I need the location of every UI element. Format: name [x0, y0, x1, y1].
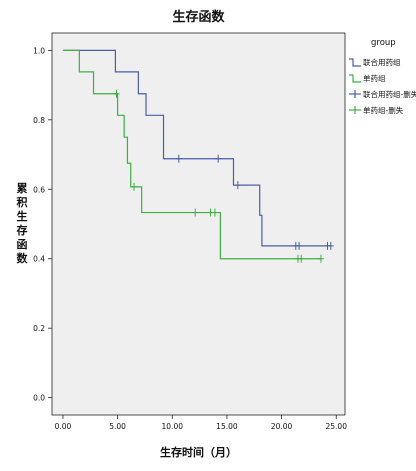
legend-entry: 单药组 [349, 73, 386, 83]
y-tick-label: 1.0 [33, 46, 45, 55]
legend-swatch [349, 58, 361, 67]
y-tick-label: 0.2 [33, 324, 45, 333]
series-layer [62, 49, 334, 263]
y-axis-label-char: 数 [17, 251, 29, 265]
plot-area [51, 32, 346, 416]
legend-label: 单药组-删失 [363, 105, 404, 115]
series-line [62, 49, 321, 260]
legend-swatch [349, 74, 361, 83]
legend-entry: 联合用药组 [349, 57, 401, 67]
x-tick-label: 5.00 [109, 422, 126, 431]
x-tick-label: 20.00 [271, 422, 293, 431]
legend-entry: 联合用药组-删失 [349, 89, 416, 99]
legend-label: 单药组 [363, 73, 386, 83]
axes: 0.00 5.00 10.00 15.00 20.00 25.00 0.0 0.2 0.4 0.6… [33, 46, 347, 431]
y-tick-label: 0.0 [33, 394, 45, 403]
y-axis-label-char: 积 [17, 195, 28, 209]
series-0 [62, 49, 334, 250]
legend-label: 联合用药组 [363, 57, 401, 67]
y-tick-label: 0.6 [33, 185, 45, 194]
x-tick-label: 25.00 [326, 422, 348, 431]
legend-title: group [371, 38, 396, 48]
legend-entry: 单药组-删失 [349, 105, 404, 115]
x-tick-label: 10.00 [162, 422, 184, 431]
x-tick-label: 15.00 [216, 422, 238, 431]
y-axis-label-char: 函 [17, 237, 28, 251]
series-1 [62, 49, 324, 263]
chart-title: 生存函数 [172, 9, 225, 25]
x-axis-label: 生存时间（月） [160, 445, 237, 459]
y-axis-label-char: 存 [17, 223, 28, 237]
x-tick-label: 0.00 [55, 422, 72, 431]
y-tick-label: 0.8 [33, 116, 45, 125]
series-line [62, 49, 331, 247]
legend-label: 联合用药组-删失 [363, 89, 416, 99]
y-axis-label-char: 累 [17, 182, 28, 195]
y-axis-label-char: 生 [17, 209, 28, 223]
y-tick-label: 0.4 [33, 255, 45, 264]
